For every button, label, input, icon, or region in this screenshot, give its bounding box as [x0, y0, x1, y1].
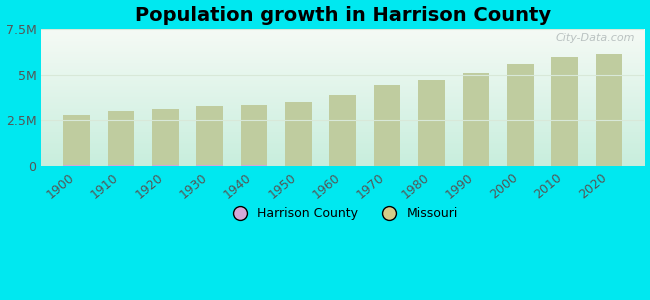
Bar [330, 94, 356, 166]
Legend: Harrison County, Missouri: Harrison County, Missouri [222, 202, 463, 225]
Bar [152, 165, 179, 166]
Bar [108, 111, 135, 166]
Bar [551, 57, 578, 166]
Bar [108, 165, 135, 166]
Bar [152, 109, 179, 166]
Text: City-Data.com: City-Data.com [556, 33, 636, 43]
Bar [595, 53, 622, 166]
Bar [507, 64, 534, 166]
Bar [240, 105, 267, 166]
Bar [463, 73, 489, 166]
Bar [196, 106, 223, 166]
Bar [63, 115, 90, 166]
Bar [418, 80, 445, 166]
Bar [285, 102, 312, 166]
Bar [374, 85, 400, 166]
Bar [63, 165, 90, 166]
Title: Population growth in Harrison County: Population growth in Harrison County [135, 6, 551, 25]
